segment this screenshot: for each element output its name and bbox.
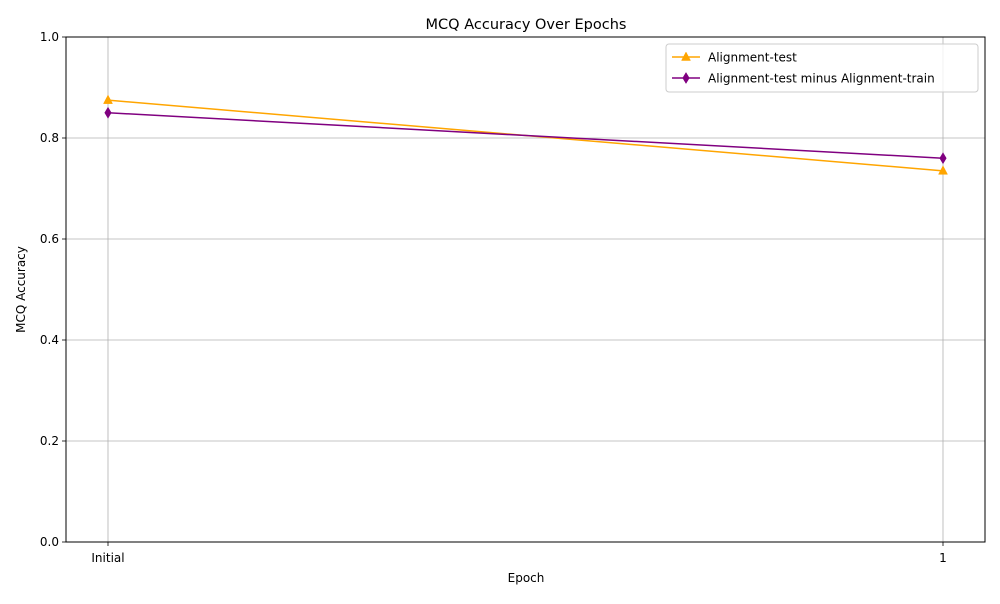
legend: Alignment-test Alignment-test minus Align… — [665, 43, 979, 93]
grid-lines — [66, 36, 985, 543]
legend-swatch-marker — [682, 72, 690, 84]
y-tick-label: 0.4 — [40, 333, 59, 347]
data-point — [938, 165, 948, 175]
data-point — [939, 152, 947, 165]
series-lines — [103, 94, 948, 175]
y-tick-label: 1.0 — [40, 30, 59, 44]
data-point — [103, 94, 113, 104]
plot-area-frame — [65, 36, 986, 543]
x-tick-label: Initial — [91, 551, 124, 565]
x-axis-label: Epoch — [508, 571, 545, 585]
series-line — [107, 112, 944, 159]
chart-title: MCQ Accuracy Over Epochs — [426, 17, 627, 33]
legend-swatch-marker — [681, 51, 691, 61]
data-point — [104, 106, 112, 119]
legend-label: Alignment-test minus Alignment-train — [708, 72, 935, 86]
y-tick-label: 0.8 — [40, 131, 59, 145]
y-axis-ticks: 0.0 0.2 0.4 0.6 0.8 1.0 — [40, 30, 66, 549]
series-2 — [104, 106, 947, 165]
legend-frame — [665, 43, 979, 93]
legend-item: Alignment-test minus Alignment-train — [672, 72, 935, 86]
x-tick-label: 1 — [939, 551, 947, 565]
y-axis-label: MCQ Accuracy — [14, 246, 28, 333]
x-axis-ticks: Initial 1 — [91, 542, 947, 565]
legend-label: Alignment-test — [708, 51, 797, 65]
legend-item: Alignment-test — [672, 51, 797, 65]
y-tick-label: 0.0 — [40, 535, 59, 549]
y-tick-label: 0.6 — [40, 232, 59, 246]
y-tick-label: 0.2 — [40, 434, 59, 448]
